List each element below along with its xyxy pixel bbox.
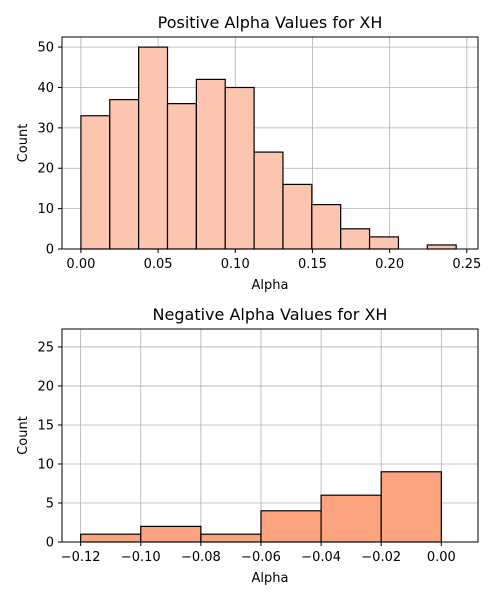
bars — [80, 471, 442, 543]
x-tick-label: 0.00 — [66, 257, 95, 272]
x-tick-label: −0.08 — [181, 550, 221, 565]
histogram-bar — [109, 98, 140, 250]
x-tick-label: 0.10 — [221, 257, 250, 272]
ticks: −0.12 −0.10 −0.08 −0.06 −0.04 −0.02 0.00 0 5 10 15… — [37, 340, 455, 565]
plot-frame — [61, 328, 479, 543]
histogram-bar — [80, 115, 111, 250]
y-tick-label: 15 — [37, 418, 54, 433]
histogram-bar — [80, 533, 142, 543]
x-tick-label: 0.25 — [452, 257, 481, 272]
y-tick-label: 10 — [37, 202, 54, 217]
x-tick-label: −0.02 — [361, 550, 401, 565]
histogram-bar — [426, 244, 457, 250]
y-tick-label: 20 — [37, 379, 54, 394]
x-tick-label: −0.04 — [301, 550, 341, 565]
histogram-bar — [200, 533, 262, 543]
x-tick-label: −0.12 — [61, 550, 101, 565]
bars — [80, 46, 457, 250]
x-axis-label: Alpha — [252, 278, 289, 293]
y-tick-label: 10 — [37, 457, 54, 472]
y-tick-label: 50 — [37, 41, 54, 56]
histogram-bar — [140, 525, 202, 543]
x-tick-label: 0.20 — [375, 257, 404, 272]
y-tick-label: 5 — [46, 496, 54, 511]
negative-alpha-chart: −0.12 −0.10 −0.08 −0.06 −0.04 −0.02 0.00 0 5 10 15… — [16, 305, 479, 586]
chart-title: Positive Alpha Values for XH — [158, 13, 383, 32]
y-tick-label: 0 — [46, 536, 54, 551]
ticks: 0.00 0.05 0.10 0.15 0.20 0.25 0 10 20 30 40 50 — [37, 41, 481, 272]
histogram-bar — [253, 151, 284, 250]
x-tick-label: 0.15 — [298, 257, 327, 272]
y-tick-label: 20 — [37, 162, 54, 177]
positive-alpha-chart: 0.00 0.05 0.10 0.15 0.20 0.25 0 10 20 30 40 50 Posi… — [16, 13, 481, 293]
x-tick-label: −0.06 — [241, 550, 281, 565]
histogram-bar — [320, 494, 382, 543]
y-tick-label: 40 — [37, 81, 54, 96]
histogram-bar — [138, 46, 169, 250]
y-tick-label: 30 — [37, 121, 54, 136]
chart-title: Negative Alpha Values for XH — [153, 305, 388, 324]
histogram-bar — [166, 103, 197, 250]
histogram-bar — [282, 183, 313, 250]
histogram-bar — [195, 78, 226, 250]
histogram-bar — [224, 86, 255, 250]
plot-frame — [61, 36, 479, 250]
y-tick-label: 25 — [37, 340, 54, 355]
histogram-bar — [311, 203, 342, 250]
y-axis-label: Count — [16, 416, 31, 455]
histogram-bar — [380, 471, 442, 543]
histogram-bar — [340, 228, 371, 250]
x-tick-label: 0.00 — [427, 550, 456, 565]
histogram-bar — [260, 510, 322, 543]
x-tick-label: 0.05 — [144, 257, 173, 272]
y-tick-label: 0 — [46, 243, 54, 258]
y-axis-label: Count — [16, 124, 31, 163]
histogram-bar — [368, 236, 400, 250]
x-tick-label: −0.10 — [121, 550, 161, 565]
x-axis-label: Alpha — [252, 571, 289, 586]
